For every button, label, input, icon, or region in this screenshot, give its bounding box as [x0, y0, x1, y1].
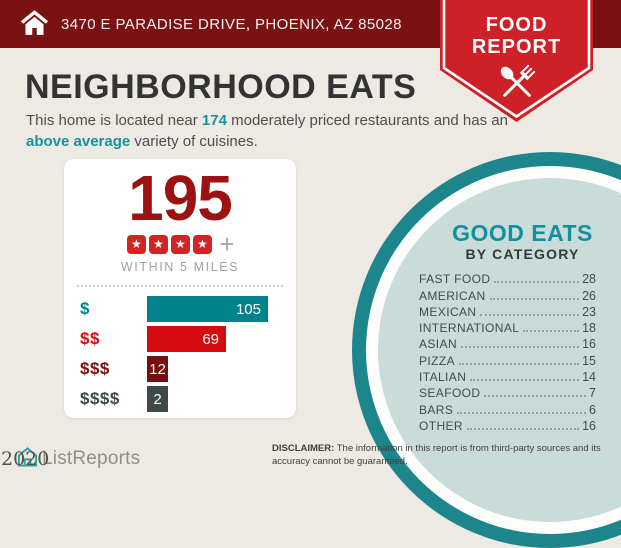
- subtitle-text: variety of cuisines.: [130, 133, 258, 150]
- bar-row: $$$$ 2: [80, 386, 296, 412]
- star-icon: ★: [192, 234, 212, 254]
- category-label: FAST FOOD: [419, 272, 491, 287]
- category-label: BARS: [419, 402, 454, 417]
- category-count: 23: [582, 304, 596, 319]
- listreports-logo: ListReports: [16, 446, 140, 472]
- category-count: 16: [582, 418, 596, 433]
- dotted-leader: [494, 281, 580, 284]
- page-subtitle: This home is located near 174 moderately…: [26, 110, 531, 152]
- radius-label: WITHIN 5 MILES: [120, 260, 240, 274]
- price-level-label: $: [80, 299, 90, 318]
- category-label: SEAFOOD: [419, 386, 481, 401]
- page-title: NEIGHBORHOOD EATS: [25, 68, 417, 106]
- subtitle-text: moderately priced restaurants and has an: [226, 112, 508, 129]
- category-label: MEXICAN: [419, 304, 477, 319]
- price-level-bar: 105: [147, 296, 268, 322]
- category-label: AMERICAN: [419, 288, 486, 303]
- star-icon: ★: [148, 234, 168, 254]
- dotted-leader: [470, 379, 580, 382]
- badge-ribbon-shape: [440, 0, 593, 122]
- dotted-leader: [459, 362, 580, 365]
- bar-value: 69: [202, 330, 219, 348]
- price-bars: $105 $$ 69 $$$ 12 $$$$ 2: [64, 296, 296, 412]
- category-label: PIZZA: [419, 353, 456, 368]
- plus-sign: +: [219, 229, 235, 259]
- dotted-leader: [467, 427, 580, 430]
- bar-value: 2: [153, 390, 162, 408]
- food-report-badge: FOOD REPORT: [440, 0, 593, 122]
- dotted-leader: [480, 313, 580, 316]
- subtitle-text: This home is located near: [26, 112, 202, 129]
- good-eats-subtitle: BY CATEGORY: [465, 246, 580, 262]
- category-row: PIZZA 15: [419, 351, 596, 368]
- dotted-divider: [77, 285, 283, 287]
- category-row: ITALIAN 14: [419, 368, 596, 384]
- property-address: 3470 E PARADISE DRIVE, PHOENIX, AZ 85028: [61, 15, 402, 33]
- bar-value: 105: [235, 300, 261, 318]
- category-label: ITALIAN: [419, 370, 467, 385]
- bar-row: $105: [80, 296, 296, 322]
- category-row: INTERNATIONAL 18: [419, 319, 596, 335]
- price-level-label: $$$$: [80, 389, 120, 408]
- dotted-leader: [484, 395, 587, 398]
- restaurant-count: 195: [128, 162, 233, 234]
- category-row: ASIAN 16: [419, 335, 596, 351]
- dotted-leader: [457, 411, 587, 414]
- price-level-bar: 12: [147, 356, 168, 382]
- bar-value: 12: [149, 360, 166, 378]
- category-label: ASIAN: [419, 337, 458, 352]
- category-row: OTHER 16: [419, 417, 596, 433]
- category-count: 28: [582, 272, 596, 287]
- category-count: 15: [582, 353, 596, 368]
- category-row: SEAFOOD 7: [419, 384, 596, 400]
- bar-row: $$$ 12: [80, 356, 296, 382]
- date-watermark: 2020: [1, 448, 50, 470]
- category-label: INTERNATIONAL: [419, 321, 520, 336]
- badge-title: FOOD REPORT: [471, 14, 562, 58]
- home-icon: [21, 10, 48, 40]
- star-icon: ★: [170, 234, 190, 254]
- category-count: 14: [582, 370, 596, 385]
- category-count: 26: [582, 288, 596, 303]
- category-row: AMERICAN 26: [419, 286, 596, 303]
- category-count: 7: [589, 386, 596, 401]
- dotted-leader: [461, 346, 580, 349]
- listreports-wordmark: ListReports: [42, 448, 141, 469]
- bar-row: $$ 69: [80, 326, 296, 352]
- listreports-house-icon: [16, 446, 39, 472]
- variety-highlight: above average: [26, 133, 131, 150]
- restaurant-summary-card: 195 ★ ★ ★ ★ + WITHIN 5 MILES $105 $$ 69 $$$ 12 $$…: [64, 159, 296, 418]
- rating-stars: ★ ★ ★ ★ +: [64, 229, 296, 259]
- price-level-bar: 69: [147, 326, 226, 352]
- dotted-leader: [523, 330, 580, 333]
- category-label: OTHER: [419, 418, 463, 433]
- dotted-leader: [489, 297, 580, 300]
- good-eats-title: GOOD EATS: [452, 220, 593, 246]
- price-level-label: $$$: [80, 359, 110, 378]
- category-count: 6: [589, 402, 596, 417]
- category-row: MEXICAN 23: [419, 303, 596, 319]
- disclaimer-label: DISCLAIMER:: [272, 443, 335, 454]
- category-list: FAST FOOD 28 AMERICAN 26 MEXICAN 23 INTERNATIO…: [419, 270, 596, 433]
- category-count: 16: [582, 337, 596, 352]
- category-count: 18: [582, 321, 596, 336]
- price-level-label: $$: [80, 329, 100, 348]
- category-row: FAST FOOD 28: [419, 270, 596, 286]
- disclaimer: DISCLAIMER: The information in this repo…: [272, 443, 610, 468]
- disclaimer-text: The information in this report is from t…: [272, 443, 601, 467]
- category-row: BARS 6: [419, 400, 596, 417]
- restaurant-count-highlight: 174: [201, 112, 227, 129]
- price-level-bar: 2: [147, 386, 168, 412]
- star-icon: ★: [126, 234, 146, 254]
